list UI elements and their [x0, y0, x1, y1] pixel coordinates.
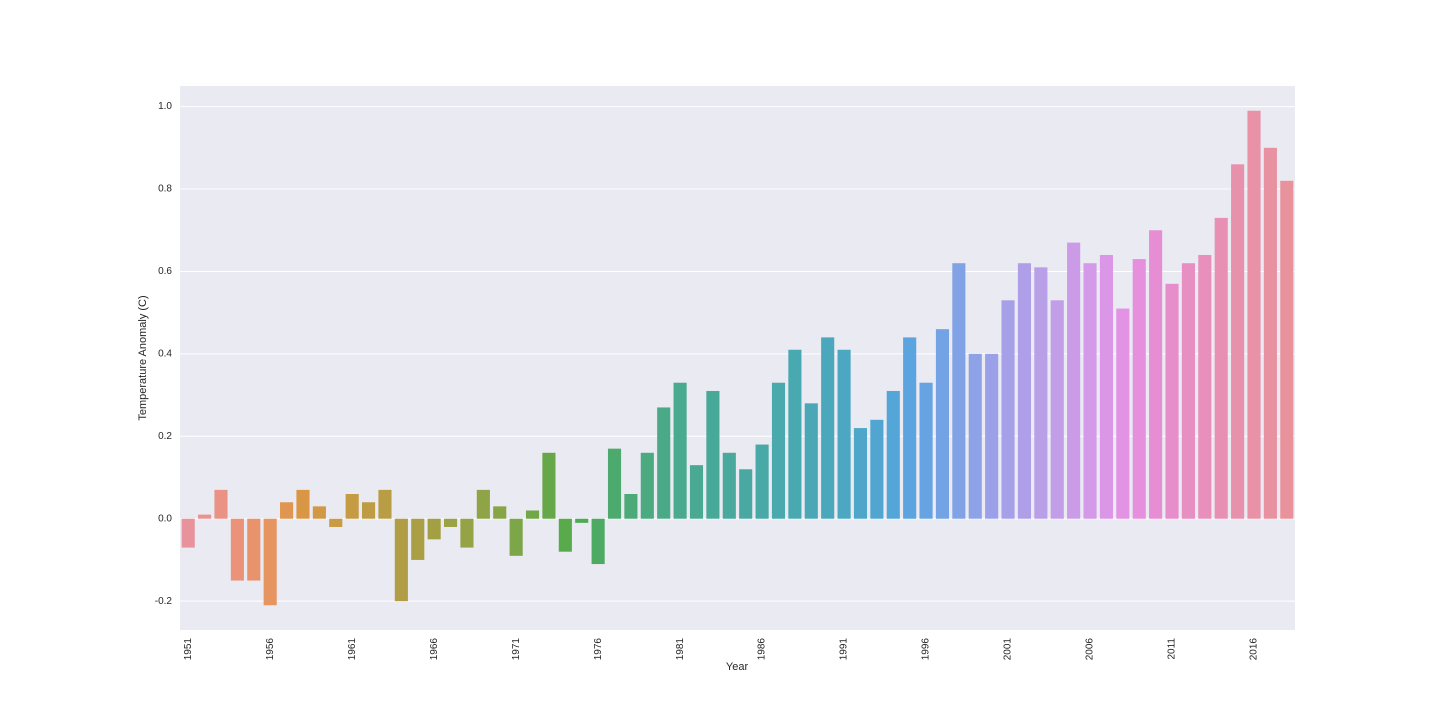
bar [296, 489, 310, 519]
bar [919, 382, 933, 519]
x-tick-label: 1991 [839, 638, 850, 661]
bar [542, 452, 556, 519]
x-tick-label: 1976 [593, 638, 604, 661]
bar [1116, 308, 1130, 519]
x-tick-label: 1966 [429, 638, 440, 661]
bar [771, 382, 786, 519]
bar [673, 382, 687, 519]
bar [886, 390, 900, 519]
y-axis-label: Temperature Anomaly (C) [137, 295, 149, 420]
bar [607, 448, 622, 519]
bar [443, 518, 458, 527]
bar [1231, 164, 1245, 519]
bar [1001, 300, 1015, 519]
bar [1099, 254, 1113, 519]
bar [821, 337, 835, 519]
bar [739, 469, 753, 519]
bar [181, 518, 195, 548]
bar [1067, 242, 1081, 519]
bar [1132, 259, 1146, 519]
x-tick-label: 1956 [265, 638, 276, 661]
bar [853, 428, 868, 519]
bar [952, 263, 966, 519]
bar [493, 506, 507, 519]
bar [1083, 263, 1097, 519]
bar [460, 518, 474, 548]
bar [1280, 180, 1294, 519]
bar [312, 506, 326, 519]
bar [1034, 267, 1048, 519]
bar [903, 337, 917, 519]
x-tick-label: 2016 [1249, 638, 1260, 661]
y-tick-label: 0.2 [158, 431, 172, 442]
x-tick-label: 1961 [347, 638, 358, 661]
x-tick-label: 1971 [511, 638, 522, 661]
x-tick-label: 1951 [183, 638, 194, 661]
y-tick-label: 0.8 [158, 184, 172, 195]
bar [1017, 263, 1032, 519]
bar [198, 514, 212, 519]
bar [755, 444, 769, 519]
y-tick-label: -0.2 [155, 596, 173, 607]
x-tick-label: 2001 [1003, 638, 1014, 661]
bar [1263, 147, 1277, 519]
bar [1181, 263, 1195, 519]
bar [837, 349, 851, 519]
y-tick-label: 1.0 [158, 101, 172, 112]
bar [788, 349, 802, 519]
bar [624, 494, 638, 519]
bar [263, 518, 277, 606]
bar [411, 518, 425, 560]
bar [935, 329, 950, 519]
bar [1198, 254, 1212, 519]
x-tick-label: 1996 [921, 638, 932, 661]
bar [525, 510, 540, 519]
bar [558, 518, 572, 552]
bar [362, 502, 376, 519]
bar [280, 502, 294, 519]
x-tick-label: 1981 [675, 638, 686, 661]
bar [985, 353, 999, 519]
bar [427, 518, 441, 540]
bar [1149, 230, 1163, 519]
bar [575, 518, 589, 523]
bar [968, 353, 982, 519]
y-tick-label: 0.4 [158, 349, 172, 360]
bar [1050, 300, 1064, 519]
bar [1165, 283, 1179, 519]
bar [722, 452, 736, 519]
y-tick-label: 0.0 [158, 513, 172, 524]
x-tick-label: 2006 [1085, 638, 1096, 661]
x-axis-label: Year [726, 661, 749, 673]
bar [378, 489, 392, 519]
bar [345, 494, 359, 519]
bar [1247, 110, 1261, 519]
bar [1214, 217, 1228, 519]
bar [394, 518, 408, 602]
bar [476, 489, 490, 519]
y-tick-label: 0.6 [158, 266, 172, 277]
bar [657, 407, 671, 519]
bar [706, 390, 720, 519]
bar [640, 452, 654, 519]
bar [230, 518, 244, 581]
bar [214, 489, 228, 519]
x-tick-label: 1986 [757, 638, 768, 661]
bar [591, 518, 605, 565]
x-tick-label: 2011 [1167, 638, 1178, 660]
bar [689, 465, 704, 519]
bar [870, 419, 884, 519]
bar [804, 403, 818, 519]
bar [247, 518, 261, 581]
bar [329, 518, 343, 527]
bar [509, 518, 523, 556]
